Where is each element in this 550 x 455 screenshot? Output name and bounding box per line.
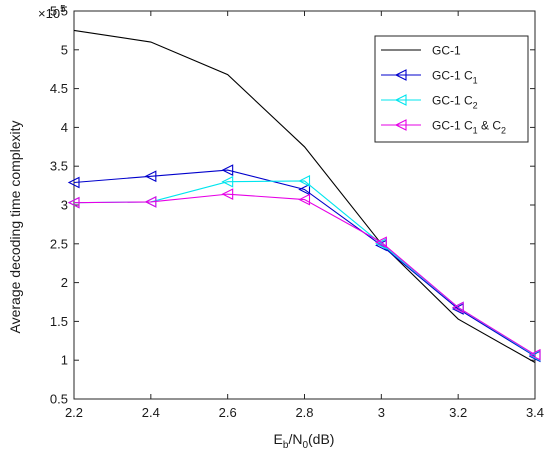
data-point xyxy=(221,188,234,201)
legend-label-part: GC-1 C xyxy=(432,69,473,83)
legend-marker xyxy=(394,94,407,106)
x-axis-label-mid: /N xyxy=(288,431,302,447)
x-axis-label-main: E xyxy=(274,431,283,447)
legend-label: GC-1 C1 & C2 xyxy=(432,119,506,136)
legend-label-part: 2 xyxy=(473,101,478,111)
y-tick-label: 2 xyxy=(61,275,68,290)
y-tick-label: 1.5 xyxy=(50,314,68,329)
legend-label: GC-1 C1 xyxy=(432,69,478,86)
data-point xyxy=(67,176,80,189)
y-tick-label: 0.5 xyxy=(50,392,68,407)
legend-label: GC-1 C2 xyxy=(432,94,478,111)
y-tick-label: 4.5 xyxy=(50,81,68,96)
data-point xyxy=(67,196,80,209)
x-axis-label: Eb/N0(dB) xyxy=(274,431,335,451)
y-tick-label: 5.5 xyxy=(50,4,68,19)
data-point xyxy=(451,301,464,314)
y-tick-label: 3.5 xyxy=(50,159,68,174)
legend-marker xyxy=(394,69,407,81)
x-axis-label-tail: (dB) xyxy=(308,431,334,447)
series-1 xyxy=(73,29,536,364)
legend-label-part: GC-1 C xyxy=(432,94,473,108)
legend-label-part: 1 xyxy=(473,126,478,136)
legend-label-part: 1 xyxy=(473,76,478,86)
legend-label: GC-1 xyxy=(432,44,461,58)
data-point xyxy=(144,170,157,183)
x-tick-label: 3 xyxy=(378,405,385,420)
data-point xyxy=(298,193,311,206)
x-tick-label: 2.2 xyxy=(65,405,83,420)
data-point xyxy=(221,164,234,176)
y-tick-label: 5 xyxy=(61,42,68,57)
y-axis-label: Average decoding time complexity xyxy=(7,121,23,334)
data-point xyxy=(298,175,311,187)
legend-label-part: GC-1 C xyxy=(432,119,473,133)
legend-item: GC-1 xyxy=(381,44,461,58)
y-multiplier-base: ×10 xyxy=(38,6,60,21)
y-tick-label: 1 xyxy=(61,353,68,368)
legend-label-part: GC-1 xyxy=(432,44,461,58)
x-axis-label-sub1: b xyxy=(283,440,289,451)
y-tick-label: 3 xyxy=(61,198,68,213)
series-4 xyxy=(67,188,541,361)
data-point xyxy=(221,175,234,188)
series-line xyxy=(73,193,536,356)
legend-marker xyxy=(394,119,407,131)
x-axis-ticks: 2.2 2.4 2.6 2.8 3 3.2 3.4 xyxy=(65,11,544,420)
x-tick-label: 3.2 xyxy=(449,405,467,420)
legend-item: GC-1 C1 & C2 xyxy=(381,119,506,136)
legend-item: GC-1 C1 xyxy=(381,69,478,86)
legend-label-part: & C xyxy=(478,119,502,133)
x-axis-label-sub2: 0 xyxy=(302,440,308,451)
x-tick-label: 2.6 xyxy=(219,405,237,420)
series-line xyxy=(73,29,536,364)
y-tick-label: 2.5 xyxy=(50,236,68,251)
x-tick-label: 2.4 xyxy=(142,405,160,420)
y-tick-label: 4 xyxy=(61,120,68,135)
data-point xyxy=(375,236,387,249)
y-multiplier: ×105 xyxy=(38,4,66,21)
legend-label-part: 2 xyxy=(501,126,506,136)
y-multiplier-exp: 5 xyxy=(60,4,66,15)
series-line xyxy=(73,169,536,357)
x-tick-label: 2.8 xyxy=(295,405,313,420)
legend-box xyxy=(374,35,529,143)
data-point xyxy=(144,196,157,208)
x-tick-label: 3.4 xyxy=(526,405,544,420)
legend-item: GC-1 C2 xyxy=(381,94,478,111)
y-axis-ticks: 0.511.522.533.544.555.5 xyxy=(50,4,535,407)
data-point xyxy=(528,348,541,361)
data-point xyxy=(298,183,311,196)
series-layer xyxy=(67,29,541,364)
